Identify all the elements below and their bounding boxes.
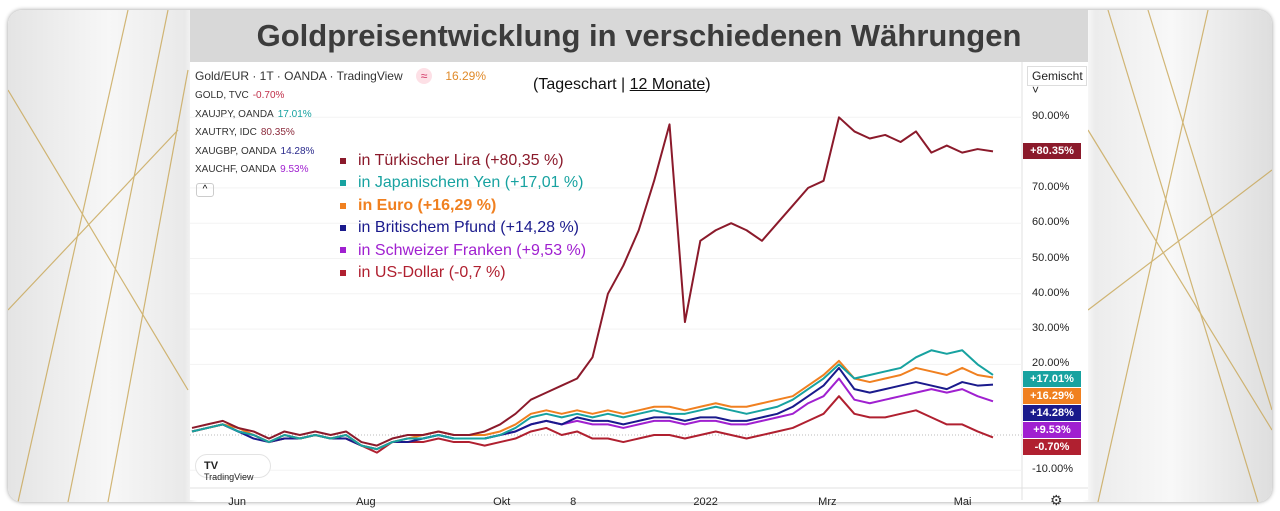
x-tick-label: Mai <box>953 496 972 508</box>
legend-value: -0.70% <box>252 90 285 101</box>
legend-symbol: XAUTRY, IDC <box>195 127 257 138</box>
legend-symbol: XAUJPY, OANDA <box>195 108 274 120</box>
y-tick-label: -10.00% <box>1032 463 1073 476</box>
x-tick-label: 8 <box>570 496 577 508</box>
legend-marker <box>340 180 346 187</box>
series-line <box>191 349 994 451</box>
legend-marker <box>340 202 346 209</box>
plot-area[interactable] <box>190 62 1088 500</box>
subtitle: (Tageschart | 12 Monate) <box>533 76 711 94</box>
legend-value: 17.01% <box>277 108 312 120</box>
main-symbol: Gold/EUR · 1T · OANDA · TradingView <box>195 69 403 83</box>
legend-marker <box>340 224 346 231</box>
legend-row[interactable]: GOLD, TVC -0.70% <box>195 90 284 102</box>
legend-symbol: GOLD, TVC <box>195 90 249 101</box>
tradingview-chart: Gold/EUR · 1T · OANDA · TradingView ≈ 16… <box>190 62 1088 508</box>
main-symbol-legend[interactable]: Gold/EUR · 1T · OANDA · TradingView ≈ 16… <box>195 68 486 84</box>
legend-label: in US-Dollar (-0,7 %) <box>358 264 506 282</box>
last-value-tag: +80.35% <box>1023 143 1081 160</box>
legend-item: in US-Dollar (-0,7 %) <box>340 262 586 284</box>
legend-marker <box>340 157 346 164</box>
y-tick-label: 30.00% <box>1032 322 1070 335</box>
legend-item: in Schweizer Franken (+9,53 %) <box>340 240 586 262</box>
legend-symbol: XAUCHF, OANDA <box>195 164 277 175</box>
last-value-tag: +16.29% <box>1023 388 1081 405</box>
legend-row[interactable]: XAUCHF, OANDA 9.53% <box>195 164 308 176</box>
scale-mode-label: Gemischt <box>1032 69 1083 83</box>
y-tick-label: 60.00% <box>1032 216 1070 229</box>
last-value-tag: +9.53% <box>1023 422 1081 439</box>
subtitle-period: 12 Monate <box>629 76 706 93</box>
y-tick-label: 90.00% <box>1032 110 1070 123</box>
tv-logo-icon: TV <box>204 460 219 472</box>
x-tick-label: Aug <box>356 496 376 508</box>
subtitle-suffix: ) <box>705 76 711 93</box>
legend-row[interactable]: XAUJPY, OANDA 17.01% <box>195 109 312 121</box>
x-tick-label: Okt <box>493 496 511 508</box>
page-title: Goldpreisentwicklung in verschiedenen Wä… <box>256 18 1022 53</box>
legend-row[interactable]: XAUTRY, IDC 80.35% <box>195 127 295 139</box>
main-value: 16.29% <box>445 69 487 83</box>
currency-legend: in Türkischer Lira (+80,35 %) in Japanisc… <box>340 150 586 284</box>
last-value-tag: -0.70% <box>1023 439 1081 456</box>
x-tick-label: 2022 <box>693 496 718 508</box>
gold-lines-decoration <box>8 10 1272 502</box>
y-tick-label: 70.00% <box>1032 180 1070 193</box>
chart-panel: Goldpreisentwicklung in verschiedenen Wä… <box>190 10 1088 508</box>
legend-row[interactable]: XAUGBP, OANDA 14.28% <box>195 146 314 158</box>
chevron-down-icon: ˅ <box>1032 83 1040 97</box>
last-value-tag: +17.01% <box>1023 371 1081 388</box>
y-tick-label: 50.00% <box>1032 251 1070 264</box>
collapse-legend-button[interactable]: ^ <box>196 183 214 197</box>
legend-label: in Britischem Pfund (+14,28 %) <box>358 219 579 237</box>
y-tick-label: 20.00% <box>1032 357 1070 370</box>
legend-value: 80.35% <box>260 127 295 138</box>
branding-text: TradingView <box>204 472 254 482</box>
legend-marker <box>340 269 346 276</box>
legend-symbol: XAUGBP, OANDA <box>195 145 277 157</box>
legend-item: in Japanischem Yen (+17,01 %) <box>340 172 586 194</box>
series-line <box>191 366 994 451</box>
last-value-tag: +14.28% <box>1023 405 1081 422</box>
tradingview-logo[interactable]: TV TradingView <box>195 454 271 482</box>
legend-label: in Schweizer Franken (+9,53 %) <box>358 241 587 259</box>
y-tick-label: 40.00% <box>1032 286 1070 299</box>
legend-item: in Euro (+16,29 %) <box>340 195 586 217</box>
legend-label: in Euro (+16,29 %) <box>358 196 497 214</box>
legend-value: 14.28% <box>280 145 315 157</box>
approx-icon: ≈ <box>415 68 432 84</box>
legend-label: in Japanischem Yen (+17,01 %) <box>358 174 584 192</box>
x-tick-label: Jun <box>228 496 246 508</box>
x-tick-label: Mrz <box>818 496 837 508</box>
legend-item: in Britischem Pfund (+14,28 %) <box>340 217 586 239</box>
legend-value: 9.53% <box>280 164 309 175</box>
legend-label: in Türkischer Lira (+80,35 %) <box>358 152 564 169</box>
title-bar: Goldpreisentwicklung in verschiedenen Wä… <box>190 10 1088 62</box>
scale-mode-dropdown[interactable]: Gemischt ˅ <box>1027 66 1087 97</box>
legend-item: in Türkischer Lira (+80,35 %) <box>340 150 586 172</box>
legend-marker <box>340 247 346 254</box>
subtitle-prefix: (Tageschart | <box>533 76 630 93</box>
settings-gear-icon[interactable]: ⚙ <box>1050 492 1063 508</box>
series-line <box>191 116 994 447</box>
